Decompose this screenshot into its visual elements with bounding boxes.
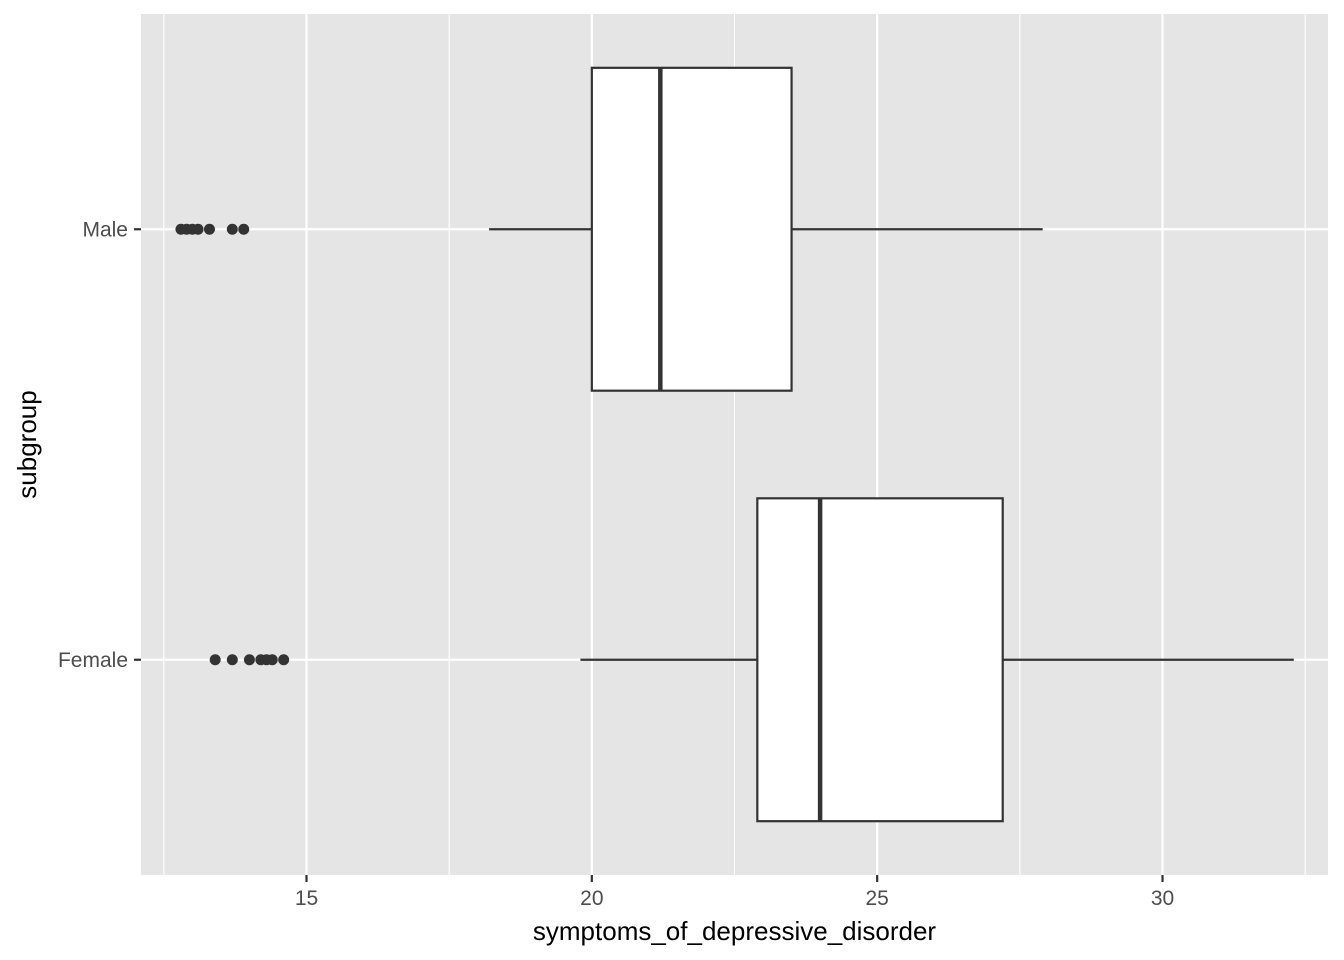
- x-tick-label: 25: [865, 887, 888, 910]
- outlier-point: [226, 223, 238, 235]
- x-axis-title: symptoms_of_depressive_disorder: [533, 916, 937, 946]
- outlier-point: [266, 654, 278, 666]
- x-tick-label: 20: [580, 887, 603, 910]
- y-tick-label: Male: [82, 218, 128, 241]
- box-iqr: [590, 66, 793, 392]
- y-axis: Male Female: [58, 218, 141, 672]
- y-axis-title: subgroup: [12, 390, 42, 498]
- outlier-point: [209, 654, 221, 666]
- x-tick-label: 30: [1151, 887, 1174, 910]
- box-layer: [175, 66, 1294, 823]
- box-female: [209, 497, 1294, 823]
- outlier-point: [278, 654, 290, 666]
- outlier-point: [243, 654, 255, 666]
- outlier-point: [226, 654, 238, 666]
- x-axis: 15 20 25 30: [295, 875, 1174, 910]
- box-iqr: [756, 497, 1004, 823]
- outlier-point: [203, 223, 215, 235]
- x-tick-label: 15: [295, 887, 318, 910]
- outlier-point: [238, 223, 250, 235]
- outlier-point: [192, 223, 204, 235]
- y-tick-label: Female: [58, 649, 128, 672]
- box-male: [175, 66, 1043, 392]
